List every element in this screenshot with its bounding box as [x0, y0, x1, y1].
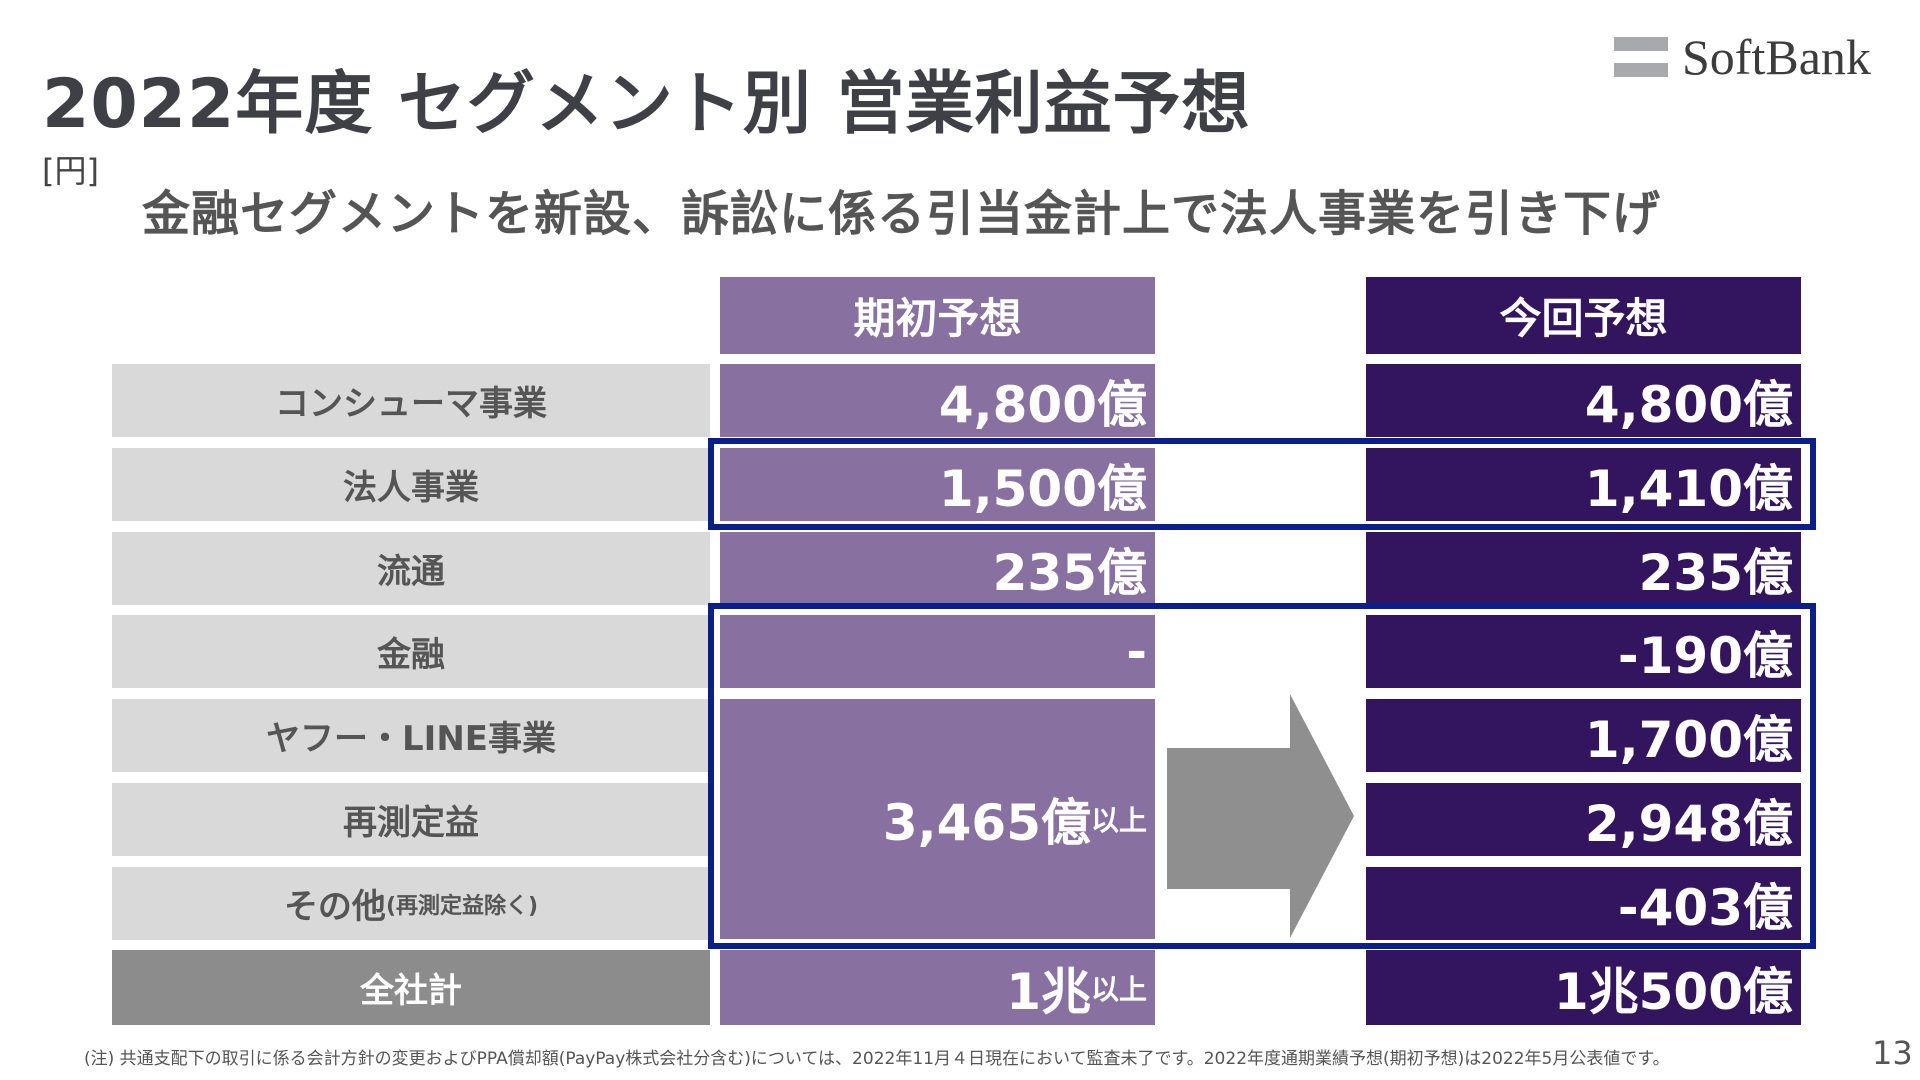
row-label: その他 (再測定益除く) [112, 867, 710, 940]
row-label: 流通 [112, 532, 710, 605]
logo-text: SoftBank [1682, 29, 1871, 85]
right-arrow-icon [1167, 694, 1354, 938]
row-label: コンシューマ事業 [112, 364, 710, 437]
softbank-logo: SoftBank [1614, 28, 1871, 86]
row-label: 法人事業 [112, 448, 710, 521]
page-title: 2022年度 セグメント別 営業利益予想 [42, 65, 1251, 144]
footnote: (注) 共通支配下の取引に係る会計方針の変更およびPPA償却額(PayPay株式… [84, 1049, 1670, 1069]
row-label: ヤフー・LINE事業 [112, 699, 710, 772]
current-value: 1,700億 [1366, 699, 1801, 772]
merged-value: 3,465億 [882, 794, 1091, 852]
row-label: 金融 [112, 615, 710, 688]
initial-value: 4,800億 [720, 364, 1155, 437]
current-value: 1,410億 [1366, 448, 1801, 521]
current-value: 2,948億 [1366, 783, 1801, 856]
row-label-text: その他 [283, 887, 386, 927]
initial-value: 1,500億 [720, 448, 1155, 521]
total-initial-suffix: 以上 [1090, 972, 1147, 1006]
total-label: 全社計 [112, 950, 710, 1025]
current-total: 1兆500億 [1366, 950, 1801, 1025]
initial-total: 1兆 以上 [720, 950, 1155, 1025]
initial-merged-value: 3,465億 以上 [720, 699, 1155, 939]
row-label: 再測定益 [112, 783, 710, 856]
initial-value: 235億 [720, 532, 1155, 605]
subtitle: 金融セグメントを新設、訴訟に係る引当金計上で法人事業を引き下げ [142, 186, 1662, 242]
unit-label: [円] [42, 152, 99, 190]
highlight-box-corporate [708, 438, 1816, 530]
logo-mark-icon [1614, 37, 1668, 77]
column-header-current: 今回予想 [1366, 277, 1801, 354]
row-label-note: (再測定益除く) [385, 893, 539, 919]
initial-value: - [720, 615, 1155, 688]
current-value: -403億 [1366, 867, 1801, 940]
merged-suffix: 以上 [1090, 804, 1147, 837]
page-number: 13 [1872, 1034, 1913, 1072]
total-initial-value: 1兆 [1006, 962, 1091, 1021]
highlight-box-breakdown [708, 603, 1816, 949]
current-value: -190億 [1366, 615, 1801, 688]
current-value: 235億 [1366, 532, 1801, 605]
column-header-initial: 期初予想 [720, 277, 1155, 354]
current-value: 4,800億 [1366, 364, 1801, 437]
